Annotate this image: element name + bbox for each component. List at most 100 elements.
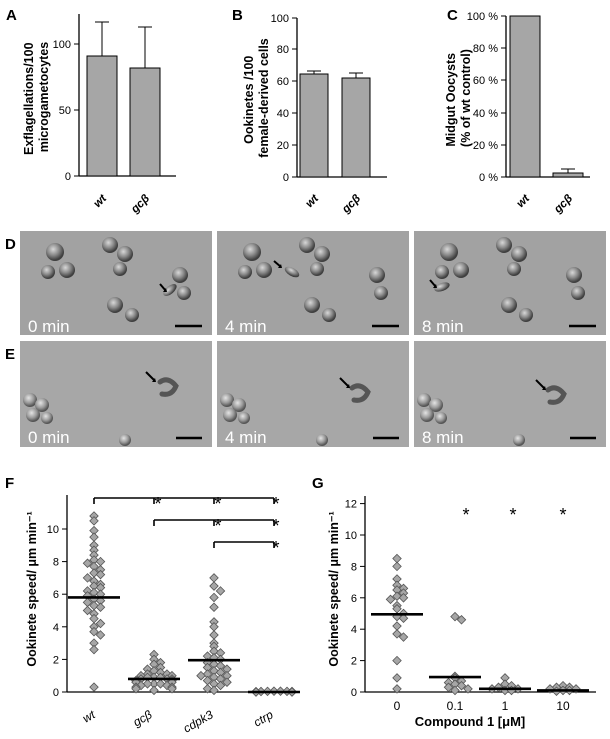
significance-star-f-4: * [214, 516, 221, 536]
panel-label-b: B [232, 7, 243, 24]
point-f-0-33 [89, 626, 99, 637]
micrograph-e-0: 0 min [20, 341, 212, 447]
point-g-0-15 [392, 621, 402, 631]
y-tick-label-b-5: 100 [271, 13, 289, 25]
y-axis-label-b-line1: Ookinetes /100 [242, 56, 256, 144]
time-label-d-0: 0 min [28, 317, 70, 336]
x-axis-label-g: Compound 1 [μM] [415, 714, 526, 729]
y-tick-label-f-5: 10 [47, 524, 59, 536]
errorbar-c-gcb [561, 168, 575, 173]
significance-star-f-2: * [214, 494, 221, 514]
time-label-e-1: 4 min [225, 428, 267, 447]
point-f-0-14 [82, 573, 93, 583]
y-tick-label-f-3: 6 [53, 589, 59, 601]
point-f-2-28 [222, 677, 232, 687]
y-axis-label-b-line2: female-derived cells [257, 38, 271, 158]
y-tick-label-g-5: 10 [345, 530, 357, 542]
y-tick-label-f-2: 4 [53, 622, 59, 634]
panel-label-c: C [447, 7, 458, 24]
point-f-0-34 [95, 630, 106, 640]
point-g-2-3 [493, 682, 504, 693]
chart-f: Ookinete speed/ μm min⁻¹ wt gcβ cdpk3 ct… [25, 494, 300, 736]
point-f-0-36 [89, 644, 99, 655]
y-axis-label-g: Ookinete speed/ μm min⁻¹ [327, 511, 341, 666]
point-f-2-31 [202, 683, 213, 694]
point-g-0-0 [392, 553, 402, 564]
point-g-0-7 [392, 591, 402, 601]
point-f-1-32 [149, 685, 159, 696]
point-g-0-19 [392, 673, 402, 683]
y-tick-label-b-3: 60 [277, 76, 289, 88]
time-label-e-2: 8 min [422, 428, 464, 447]
y-tick-label-b-4: 80 [277, 44, 289, 56]
micrograph-row-e: 0 min 4 min 8 min [20, 341, 606, 447]
chart-c: Midgut Oocysts (% of wt control) 0 % 20 … [444, 11, 590, 216]
chart-b: Ookinetes /100 female-derived cells 0 20… [242, 13, 387, 216]
y-axis-label-c-line1: Midgut Oocysts [444, 53, 458, 147]
point-g-0-17 [398, 632, 409, 642]
point-f-0-8 [95, 556, 106, 567]
point-g-0-18 [392, 655, 402, 666]
point-f-0-9 [82, 558, 93, 568]
point-f-1-27 [136, 680, 146, 691]
y-tick-label-g-1: 2 [351, 656, 357, 668]
point-g-1-8 [443, 682, 454, 693]
y-axis-label-b: Ookinetes /100 female-derived cells [242, 38, 271, 158]
point-g-0-9 [385, 594, 396, 605]
y-tick-label-c-3: 60 % [473, 75, 498, 87]
bar-c-wt [509, 15, 541, 178]
point-g-0-20 [392, 684, 402, 694]
y-tick-label-c-2: 40 % [473, 108, 498, 120]
x-label-b-wt: wt [304, 192, 322, 210]
point-f-2-30 [215, 680, 226, 691]
point-f-1-30 [167, 683, 177, 694]
point-f-1-31 [131, 683, 141, 694]
point-g-1-1 [456, 615, 467, 625]
point-g-0-1 [392, 561, 402, 572]
point-g-1-0 [450, 611, 460, 622]
point-f-0-30 [89, 613, 99, 624]
point-f-2-3 [209, 592, 219, 603]
y-tick-label-c-0: 0 % [479, 172, 498, 184]
significance-bracket-f-2 [153, 519, 275, 526]
y-axis-label-c-line2: (% of wt control) [459, 49, 473, 147]
panel-label-f: F [5, 475, 14, 492]
point-f-1-26 [162, 680, 172, 691]
x-label-c-wt: wt [515, 192, 533, 210]
x-label-g-2: 1 [502, 699, 509, 713]
y-tick-label-b-2: 40 [277, 108, 289, 120]
point-g-0-16 [392, 629, 402, 639]
point-g-1-7 [456, 680, 467, 691]
chart-a: Exflagellations/100 microgametocytes 0 5… [22, 14, 176, 216]
point-f-1-25 [142, 679, 153, 689]
point-f-2-1 [209, 581, 219, 591]
point-f-0-37 [89, 682, 99, 692]
y-tick-label-a-1: 50 [59, 105, 71, 117]
significance-star-f-5: * [272, 516, 279, 536]
errorbar-b-wt [307, 70, 321, 74]
x-label-g-1: 0.1 [447, 699, 464, 713]
significance-star-g-2: * [509, 505, 516, 525]
point-f-2-6 [209, 622, 219, 632]
y-tick-label-f-0: 0 [53, 687, 59, 699]
point-f-2-4 [209, 602, 219, 613]
y-axis-label-a-line2: microgametocytes [37, 42, 51, 153]
point-f-1-24 [155, 679, 166, 689]
point-f-0-28 [82, 605, 93, 616]
point-f-2-2 [215, 586, 226, 596]
significance-star-g-3: * [559, 505, 566, 525]
point-f-2-32 [209, 685, 219, 696]
bar-a-wt [86, 55, 118, 177]
micrograph-d-2: 8 min [414, 231, 606, 336]
x-label-a-gcb: gcβ [128, 193, 152, 217]
micrograph-d-1: 4 min [217, 231, 409, 336]
y-tick-label-f-4: 8 [53, 557, 59, 569]
x-label-g-3: 10 [556, 699, 570, 713]
y-tick-label-a-2: 100 [53, 39, 71, 51]
significance-star-f-1: * [154, 494, 161, 514]
y-tick-label-g-0: 0 [351, 687, 357, 699]
panel-label-e: E [5, 346, 15, 363]
chart-g: Ookinete speed/ μm min⁻¹ 0 0.1 1 10 Comp… [327, 496, 596, 729]
y-axis-label-a-line1: Exflagellations/100 [22, 42, 36, 155]
